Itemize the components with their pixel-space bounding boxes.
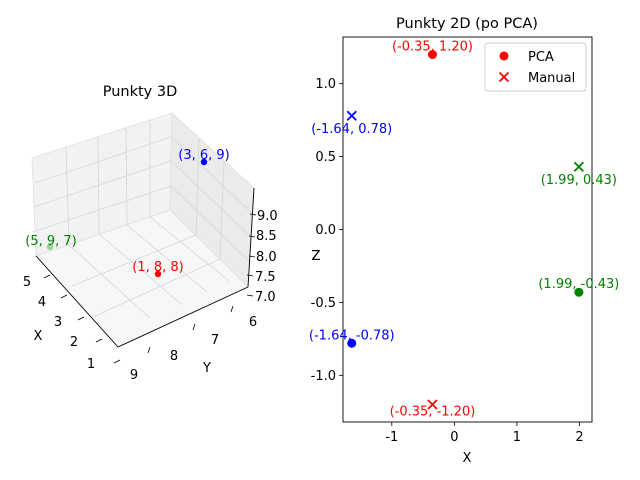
y-tick-label: 6: [249, 315, 257, 330]
plot-area-2d: [342, 36, 593, 423]
x-axis-label-2d: X: [463, 451, 472, 466]
x-axis-line-3d: [35, 255, 119, 348]
y-tick-label: 1.0: [315, 77, 336, 92]
z-tick-label: 8.5: [256, 229, 277, 244]
y-tick-labels-3d: 9 8 7 6: [130, 315, 257, 383]
x-tick-label: 3: [54, 315, 62, 330]
x-tick-label: 4: [38, 295, 46, 310]
z-tick-label: 7.0: [255, 290, 276, 305]
legend-marker-manual: [498, 71, 510, 83]
plot-3d: Punkty 3D: [23, 84, 321, 383]
x-ticks-2d: -1 0 1 2: [385, 422, 584, 445]
x-tick-label: -1: [385, 430, 398, 445]
y-tick-label: 9: [130, 368, 138, 383]
x-tick-label: 1: [513, 430, 521, 445]
y-tick-label: -0.5: [311, 296, 336, 311]
z-tick-label: 7.5: [255, 270, 276, 285]
pca-point: [574, 287, 584, 297]
axes-3d: [35, 187, 255, 348]
legend-label-pca: PCA: [528, 50, 554, 65]
manual-point: [346, 110, 357, 121]
z-axis-line-3d: [247, 187, 255, 288]
plot-2d: Punkty 2D (po PCA) -1 0 1 2 -1.0 -0.5 0.0 0.5 1…: [309, 16, 619, 466]
legend-label-manual: Manual: [528, 71, 575, 86]
y-tick-label: 0.0: [315, 223, 336, 238]
y-tick-label: 7: [211, 333, 219, 348]
x-tick-label: 0: [450, 430, 458, 445]
z-tick-labels-3d: 7.0 7.5 8.0 8.5 9.0: [255, 209, 278, 305]
pca-point: [347, 338, 357, 348]
x-tick-labels-3d: 5 4 3 2 1: [23, 275, 95, 372]
point-3d-label: (3, 6, 9): [178, 148, 230, 163]
y-axis-line-3d: [117, 286, 249, 348]
legend-box: [484, 42, 587, 92]
manual-point: [573, 161, 584, 172]
y-axis-label-3d: Y: [202, 361, 211, 376]
point-3d-label: (5, 9, 7): [25, 234, 77, 249]
legend: PCA Manual: [484, 42, 587, 92]
x-axis-label-3d: X: [34, 329, 43, 344]
z-axis-label-3d: Z: [312, 249, 321, 264]
point-label: (1.99, 0.43): [541, 173, 617, 188]
x-tick-label: 1: [87, 357, 95, 372]
marks-2d: (-0.35, 1.20) (-1.64, -0.78) (1.99, -0.43)…: [309, 40, 619, 420]
point-label: (-0.35, -1.20): [390, 405, 476, 420]
y-tick-label: 0.5: [315, 150, 336, 165]
y-tick-label: -1.0: [311, 369, 336, 384]
ticks-3d: [43, 213, 257, 364]
legend-marker-pca: [499, 51, 509, 61]
title-2d: Punkty 2D (po PCA): [396, 16, 538, 32]
x-tick-label: 5: [23, 275, 31, 290]
point-3d: [200, 158, 208, 166]
point-3d-label: (1, 8, 8): [132, 260, 184, 275]
pca-point: [427, 50, 437, 59]
x-tick-label: 2: [70, 335, 78, 350]
y-tick-label: 8: [170, 349, 178, 364]
x-tick-label: 2: [575, 430, 583, 445]
point-label: (1.99, -0.43): [538, 277, 619, 292]
manual-point: [427, 399, 438, 410]
point-label: (-1.64, 0.78): [311, 122, 392, 137]
y-axis-label-2d: Z: [312, 249, 321, 264]
y-ticks-2d: -1.0 -0.5 0.0 0.5 1.0: [311, 77, 343, 384]
z-tick-label: 8.0: [256, 250, 277, 265]
title-3d: Punkty 3D: [103, 84, 178, 100]
point-3d: [46, 243, 54, 251]
z-tick-label: 9.0: [257, 209, 278, 224]
point-label: (-0.35, 1.20): [392, 40, 473, 55]
point-3d: [154, 270, 162, 278]
grid-3d: [32, 120, 253, 348]
point-label: (-1.64, -0.78): [309, 328, 395, 343]
